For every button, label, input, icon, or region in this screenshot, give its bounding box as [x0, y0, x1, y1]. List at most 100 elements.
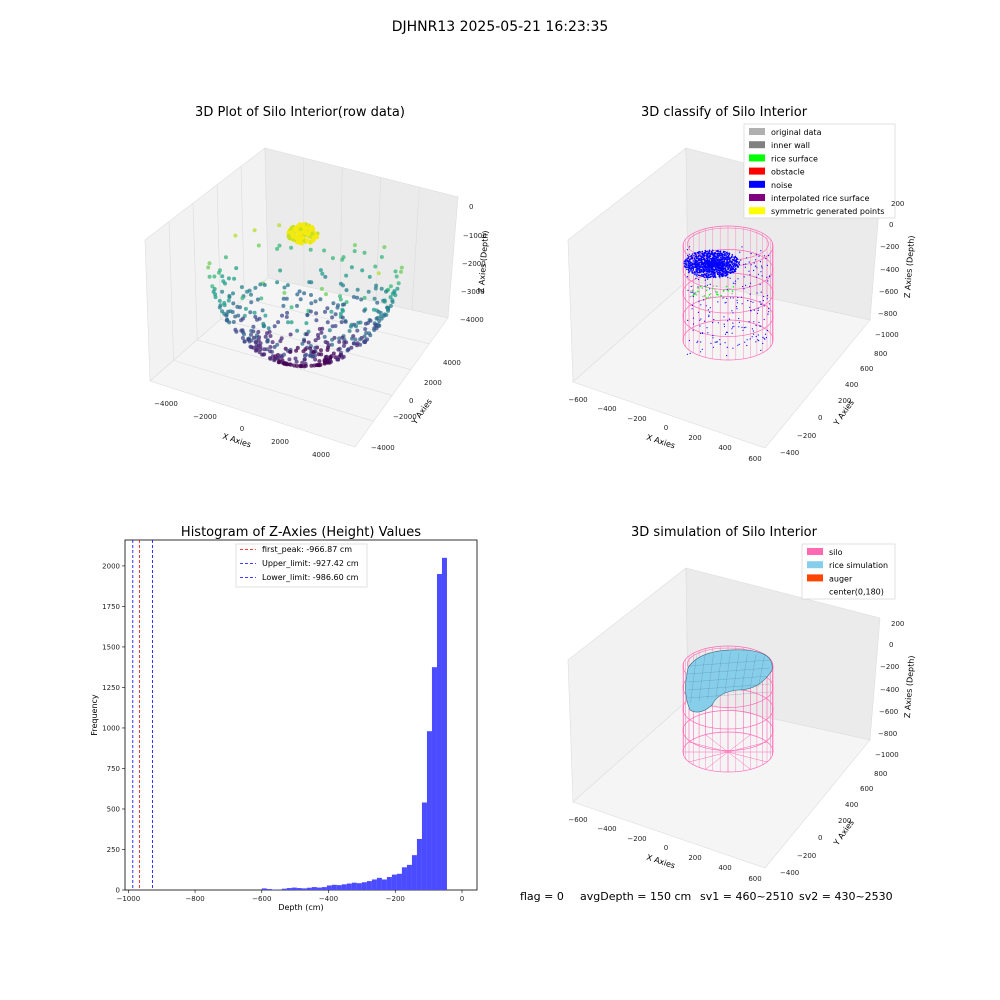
- noise-point: [731, 310, 733, 312]
- raw-data-point: [372, 296, 377, 301]
- noise-point: [697, 340, 699, 342]
- silo-bottom-spoke: [727, 751, 751, 770]
- noise-point: [736, 308, 738, 310]
- raw-data-point: [358, 342, 363, 347]
- surface-mesh-line: [687, 675, 771, 683]
- noise-point: [710, 264, 712, 267]
- raw-data-point: [338, 294, 342, 299]
- grid-line: [411, 187, 420, 311]
- raw-data-point: [256, 330, 261, 334]
- panel1-ytick: 2000: [424, 379, 442, 387]
- raw-data-point: [322, 248, 327, 253]
- noise-point: [690, 267, 693, 269]
- noise-point: [708, 263, 710, 265]
- figure-suptitle: DJHNR13 2025-05-21 16:23:35: [392, 19, 609, 35]
- noise-point: [697, 311, 700, 313]
- panel1-z-ticks: 0 −1000 −2000 −3000 −4000: [460, 203, 487, 324]
- noise-point: [699, 258, 701, 260]
- rice-surface-point: [712, 296, 714, 298]
- noise-point: [692, 323, 695, 325]
- noise-point: [726, 355, 728, 357]
- histogram-bar: [311, 887, 317, 890]
- histogram-bar: [316, 887, 322, 890]
- noise-point: [725, 263, 728, 266]
- panel4-xlabel: X Axies: [645, 853, 676, 871]
- noise-point: [699, 253, 701, 255]
- panel4-xtick: −200: [627, 835, 646, 843]
- noise-point: [699, 319, 701, 321]
- noise-point: [764, 333, 767, 335]
- noise-point: [686, 268, 688, 270]
- raw-data-point: [257, 350, 262, 355]
- noise-point: [717, 257, 720, 259]
- noise-point: [728, 258, 730, 261]
- noise-point: [685, 259, 687, 261]
- raw-data-point: [232, 276, 237, 281]
- noise-point: [712, 256, 714, 258]
- raw-data-point: [278, 339, 283, 344]
- noise-point: [734, 268, 736, 271]
- noise-point: [709, 283, 711, 285]
- raw-data-point: [364, 331, 369, 335]
- raw-data-point: [249, 292, 253, 297]
- noise-point: [749, 338, 751, 340]
- noise-point: [697, 258, 699, 260]
- raw-data-point: [340, 315, 345, 320]
- panel2-z-ticks: 200 0 −200 −400 −600 −800 −1000: [875, 200, 904, 339]
- noise-point: [721, 270, 724, 272]
- raw-data-point: [394, 274, 399, 279]
- noise-point: [725, 301, 727, 303]
- noise-point: [712, 275, 714, 278]
- noise-point: [688, 263, 690, 265]
- surface-mesh-line: [687, 659, 771, 667]
- panel3-legend-box: [235, 543, 368, 588]
- status-avg-depth: avgDepth = 150 cm: [580, 890, 691, 903]
- panel4-zlabel: Z Axies (Depth): [903, 655, 916, 718]
- noise-point: [687, 319, 689, 321]
- noise-point: [704, 250, 707, 252]
- rice-surface-point: [731, 288, 733, 291]
- panel4-ztick: 200: [891, 620, 904, 628]
- noise-point: [707, 252, 710, 254]
- raw-data-point: [362, 308, 367, 313]
- raw-data-point: [294, 359, 299, 364]
- noise-point: [725, 270, 728, 272]
- noise-point: [700, 259, 702, 261]
- raw-data-point: [289, 305, 294, 310]
- raw-data-point: [343, 319, 348, 324]
- noise-point: [694, 253, 697, 255]
- noise-point: [724, 269, 726, 272]
- histogram-bar: [441, 557, 447, 890]
- noise-point: [720, 263, 722, 265]
- noise-point: [753, 321, 755, 323]
- histogram-bar: [406, 864, 412, 890]
- noise-point: [758, 321, 760, 323]
- noise-point: [691, 266, 693, 268]
- rice-surface-point: [695, 293, 698, 296]
- panel-simulation-3d: 3D simulation of Silo Interior silo rice …: [567, 525, 916, 883]
- raw-data-point: [258, 282, 263, 287]
- panel4-xtick: 600: [748, 875, 761, 883]
- noise-point: [719, 269, 721, 271]
- rice-surface-point: [703, 295, 706, 297]
- noise-point: [731, 271, 733, 273]
- noise-point: [760, 325, 762, 327]
- noise-point: [707, 332, 709, 334]
- rice-surface-point: [722, 290, 725, 293]
- noise-point: [718, 271, 721, 273]
- raw-data-point: [272, 324, 277, 329]
- raw-data-point: [300, 341, 305, 346]
- noise-point: [743, 327, 745, 329]
- noise-point: [724, 333, 727, 335]
- noise-point: [700, 256, 703, 258]
- histogram-xtick-label: −800: [185, 895, 204, 903]
- raw-data-point: [318, 297, 323, 302]
- surface-mesh-line: [732, 652, 740, 694]
- noise-point: [766, 298, 768, 300]
- noise-point: [710, 261, 713, 263]
- raw-data-point: [251, 324, 256, 329]
- noise-point: [720, 254, 722, 256]
- noise-point: [717, 262, 719, 264]
- histogram-bar: [411, 855, 417, 890]
- noise-point: [687, 256, 690, 258]
